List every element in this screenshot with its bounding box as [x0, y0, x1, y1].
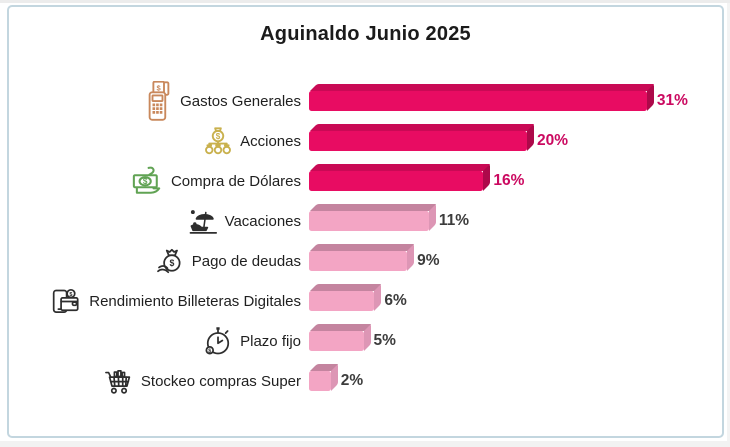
category-label: Pago de deudas	[191, 252, 301, 270]
shopping-cart-icon	[103, 367, 134, 396]
category-label: Compra de Dólares	[170, 172, 301, 190]
category-label: Vacaciones	[224, 212, 301, 230]
value-label: 9%	[417, 252, 440, 270]
svg-text:$: $	[70, 292, 73, 298]
money-bag-hand-icon: $	[155, 246, 185, 276]
value-label: 2%	[340, 372, 364, 390]
category-label: Stockeo compras Super	[140, 372, 301, 390]
chart-row-plazo-fijo: $ Plazo fijo 5%	[11, 321, 722, 361]
value-label: 6%	[384, 292, 407, 310]
chart-frame: Aguinaldo Junio 2025 $	[7, 5, 724, 438]
chart-title: Aguinaldo Junio 2025	[260, 23, 471, 45]
svg-text:$: $	[216, 132, 221, 141]
chart-row-stockeo-compras-super: Stockeo compras Super 2%	[11, 361, 722, 401]
bar-vacaciones	[309, 211, 429, 231]
chart-row-pago-de-deudas: $ Pago de deudas 9%	[11, 241, 722, 281]
svg-text:$: $	[143, 177, 148, 186]
category-label: Gastos Generales	[180, 92, 301, 110]
value-label: 11%	[438, 212, 470, 230]
chart-row-rendimiento-billeteras-digitales: $ Rendimiento Billeteras Digitales 6%	[11, 281, 722, 321]
money-distribution-icon: $	[203, 126, 233, 156]
chart-row-compra-de-dolares: $ Compra de Dólares 16%	[11, 161, 722, 201]
value-label: 5%	[373, 332, 396, 350]
cash-in-hand-icon: $	[131, 166, 164, 196]
chart-row-gastos-generales: $ Gastos Generales	[11, 81, 722, 121]
bar-stockeo-compras-super	[309, 371, 331, 391]
chart-row-acciones: $ Acciones 20%	[11, 121, 722, 161]
pos-terminal-icon: $	[145, 81, 173, 121]
bar-compra-de-dolares	[309, 171, 484, 191]
category-label: Rendimiento Billeteras Digitales	[89, 292, 301, 310]
value-label: 20%	[537, 132, 569, 150]
bar-rendimiento-billeteras-digitales	[309, 291, 375, 311]
value-label: 16%	[493, 172, 525, 190]
category-label: Acciones	[240, 132, 301, 150]
svg-text:$: $	[169, 258, 174, 268]
beach-umbrella-icon	[189, 208, 218, 235]
bar-pago-de-deudas	[309, 251, 408, 271]
bar-gastos-generales	[309, 91, 647, 111]
svg-text:$: $	[157, 84, 162, 93]
bar-plazo-fijo	[309, 331, 364, 351]
stopwatch-icon: $	[203, 326, 233, 356]
value-label: 31%	[656, 92, 688, 110]
bar-acciones	[309, 131, 527, 151]
chart-row-vacaciones: Vacaciones 11%	[11, 201, 722, 241]
category-label: Plazo fijo	[240, 332, 301, 350]
digital-wallet-phone-icon: $	[50, 286, 82, 316]
bar-rows: $ Gastos Generales	[11, 81, 722, 401]
svg-text:$: $	[208, 349, 211, 355]
